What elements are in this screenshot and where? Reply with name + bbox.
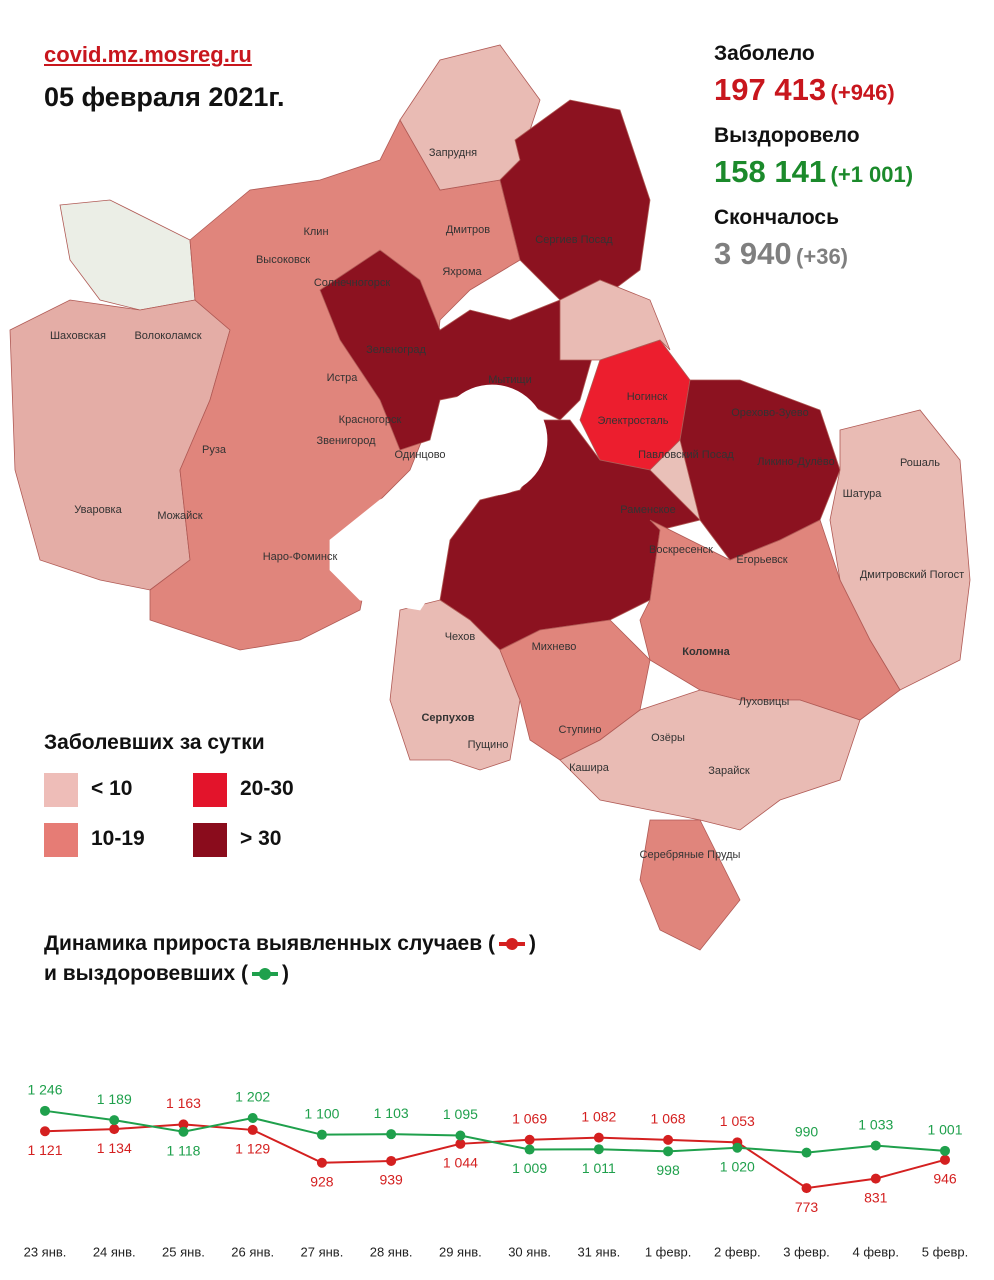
legend-label: > 30 <box>240 827 282 850</box>
legend-swatch <box>193 823 227 857</box>
legend-icon <box>499 938 525 950</box>
chart-title: Динамика прироста выявленных случаев () … <box>44 932 536 986</box>
series-name: Динамика прироста выявленных случаев <box>44 932 483 955</box>
map-label: Руза <box>202 444 227 456</box>
moscow <box>436 384 548 496</box>
map-label: Егорьевск <box>736 554 787 566</box>
stat: Выздоровело 158 141 (+1 001) <box>714 124 913 190</box>
map-label: Уваровка <box>74 504 122 516</box>
stat-row: 3 940 (+36) <box>714 236 913 272</box>
legend-title: Заболевших за сутки <box>44 731 265 754</box>
stat: Скончалось 3 940 (+36) <box>714 206 913 272</box>
stat-value: 3 940 <box>714 236 792 271</box>
region <box>559 689 861 831</box>
stat-change: (+1 001) <box>830 162 914 187</box>
new-moscow <box>329 479 441 611</box>
map-label: Раменское <box>620 504 676 516</box>
stat-change: (+36) <box>796 244 849 269</box>
map-label: Чехов <box>445 631 476 643</box>
map-label: Мытищи <box>488 374 531 386</box>
map-label: Шаховская <box>50 330 106 342</box>
map-label: Михнево <box>532 641 577 653</box>
map-label: Волоколамск <box>134 330 201 342</box>
stat-change: (+946) <box>830 80 895 105</box>
map-label: Серпухов <box>421 712 474 724</box>
map-label: Зеленоград <box>366 344 426 356</box>
title-line: и выздоровевших () <box>44 962 536 986</box>
map-label: Серебряные Пруды <box>640 849 741 861</box>
map-label: Кашира <box>569 762 610 774</box>
legend-swatch <box>44 823 78 857</box>
map-label: Ногинск <box>627 391 668 403</box>
date: 05 февраля 2021г. <box>44 82 285 112</box>
stat-row: 197 413 (+946) <box>714 72 913 108</box>
map-label: Орехово-Зуево <box>731 407 809 419</box>
map-label: Можайск <box>157 510 202 522</box>
stat-label: Заболело <box>714 42 815 65</box>
bracket: ( <box>241 962 248 985</box>
map-label: Ликино-Дулёво <box>757 456 835 468</box>
map-label: Звенигород <box>316 435 376 447</box>
map-label: Яхрома <box>442 266 482 278</box>
map-label: Шатура <box>843 488 883 500</box>
region <box>559 279 671 361</box>
map-label: Электросталь <box>598 415 669 427</box>
legend-icon <box>252 968 278 980</box>
map-label: Озёры <box>651 732 685 744</box>
map-label: Пущино <box>468 739 509 751</box>
map-label: Одинцово <box>394 449 445 461</box>
map-label: Сергиев Посад <box>535 234 613 246</box>
legend-swatch <box>193 773 227 807</box>
map-label: Солнечногорск <box>314 277 390 289</box>
map-label: Высоковск <box>256 254 310 266</box>
map-labels: Клин Высоковск Солнечногорск Дмитров Яхрома С… <box>50 147 964 861</box>
legend-swatch <box>44 773 78 807</box>
series-name: и выздоровевших <box>44 962 236 985</box>
map-label: Наро-Фоминск <box>263 551 338 563</box>
stat-value: 197 413 <box>714 72 827 107</box>
bracket: ) <box>282 962 289 985</box>
map-label: Рошаль <box>900 457 940 469</box>
stats: Заболело 197 413 (+946) Выздоровело 158 141… <box>714 42 913 288</box>
stat-label: Выздоровело <box>714 124 860 147</box>
map-label: Луховицы <box>739 696 790 708</box>
icon-dot <box>259 968 271 980</box>
title-line: Динамика прироста выявленных случаев () <box>44 932 536 956</box>
map-label: Запрудня <box>429 147 477 159</box>
map-label: Коломна <box>682 646 730 658</box>
map-label: Павловский Посад <box>638 449 734 461</box>
bracket: ( <box>488 932 495 955</box>
map-regions <box>9 44 971 951</box>
region <box>639 819 741 951</box>
map-label: Зарайск <box>708 765 750 777</box>
stat-label: Скончалось <box>714 206 839 229</box>
bracket: ) <box>529 932 536 955</box>
map-label: Красногорск <box>339 414 402 426</box>
icon-dot <box>506 938 518 950</box>
legend-label: < 10 <box>91 777 133 800</box>
legend-label: 10-19 <box>91 827 145 850</box>
map-label: Ступино <box>559 724 602 736</box>
region <box>59 199 196 311</box>
map-label: Дмитров <box>446 224 490 236</box>
map-label: Истра <box>327 372 359 384</box>
map-label: Дмитровский Погост <box>860 569 964 581</box>
stat-row: 158 141 (+1 001) <box>714 154 913 190</box>
stat: Заболело 197 413 (+946) <box>714 42 913 108</box>
stat-value: 158 141 <box>714 154 827 189</box>
region <box>389 599 521 771</box>
map-label: Клин <box>303 226 328 238</box>
map-label: Воскресенск <box>649 544 713 556</box>
source: covid.mz.mosreg.ru <box>44 42 252 67</box>
legend-label: 20-30 <box>240 777 294 800</box>
